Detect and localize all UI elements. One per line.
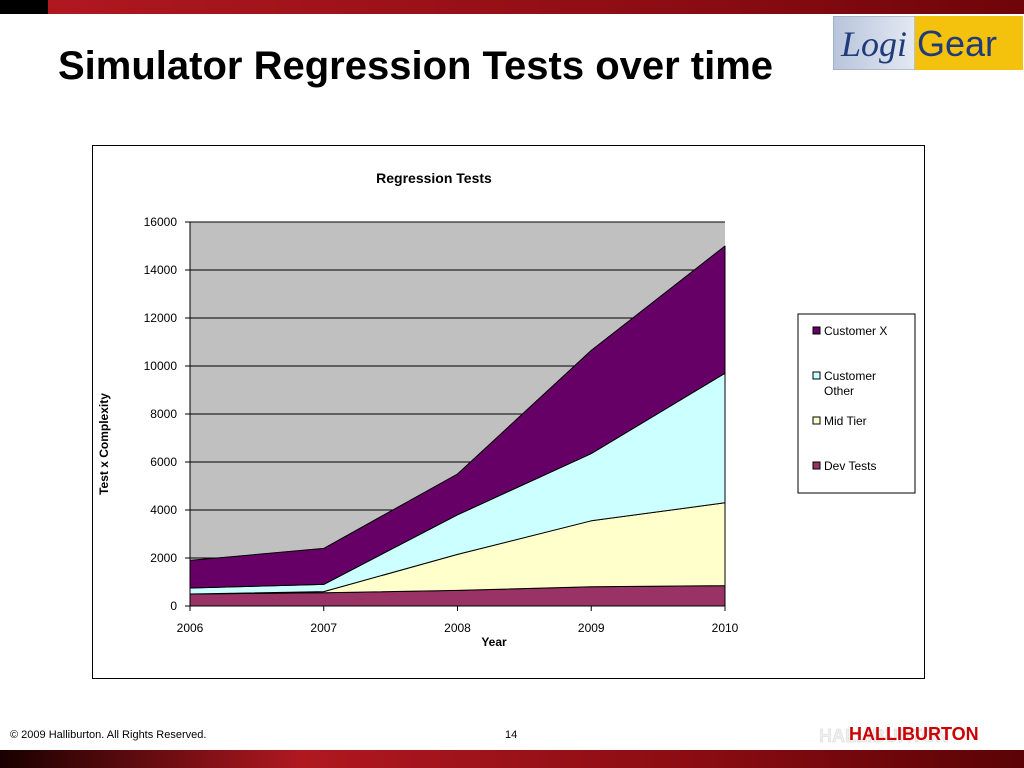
halliburton-logo-text: HALLIBURTON <box>849 724 979 744</box>
legend-swatch-customer-other <box>812 371 821 380</box>
x-tick-labels: 2006 2007 2008 2009 2010 <box>177 621 739 635</box>
regression-chart: Regression Tests 0 2000 4000 6000 8000 10000 1… <box>97 170 916 649</box>
top-accent-band <box>0 0 1024 14</box>
x-tick-label-2006: 2006 <box>177 621 204 635</box>
y-tick-label-12000: 12000 <box>144 311 178 325</box>
legend-label-mid-tier: Mid Tier <box>824 414 867 428</box>
y-tick-label-0: 0 <box>170 599 177 613</box>
y-tick-label-2000: 2000 <box>150 551 177 565</box>
footer-copyright: © 2009 Halliburton. All Rights Reserved. <box>10 729 207 741</box>
slide-title: Simulator Regression Tests over time <box>58 44 774 88</box>
logigear-logo-part1: Logi <box>840 24 907 64</box>
y-tick-label-8000: 8000 <box>150 407 177 421</box>
legend-swatch-dev-tests <box>812 461 821 470</box>
axes <box>185 221 726 611</box>
svg-text:HALLIBURTON: HALLIBURTON <box>819 726 949 746</box>
area-customer-x <box>189 245 726 589</box>
legend-label-customer-x: Customer X <box>824 324 887 338</box>
x-axis-title: Year <box>481 635 507 649</box>
y-tick-labels: 0 2000 4000 6000 8000 10000 12000 14000 16000 <box>144 215 178 613</box>
chart-title: Regression Tests <box>376 170 492 186</box>
chart-frame: Regression Tests 0 2000 4000 6000 8000 10000 1… <box>92 145 925 679</box>
y-tick-label-4000: 4000 <box>150 503 177 517</box>
x-tick-label-2010: 2010 <box>712 621 739 635</box>
legend-swatch-customer-x <box>812 326 821 335</box>
legend: Customer X Customer Other Mid Tier Dev Tests <box>797 313 916 494</box>
legend-label-customer-other: Customer Other <box>824 369 876 398</box>
page-number: 14 <box>505 729 518 741</box>
legend-label-dev-tests: Dev Tests <box>824 459 876 473</box>
bottom-accent-band <box>0 750 1024 768</box>
y-tick-label-16000: 16000 <box>144 215 178 229</box>
x-tick-label-2008: 2008 <box>444 621 471 635</box>
y-axis-title: Test x Complexity <box>97 393 111 495</box>
y-tick-label-10000: 10000 <box>144 359 178 373</box>
y-tick-label-14000: 14000 <box>144 263 178 277</box>
legend-swatch-mid-tier <box>812 416 821 425</box>
x-tick-label-2007: 2007 <box>310 621 337 635</box>
x-tick-label-2009: 2009 <box>578 621 605 635</box>
logigear-logo: Logi Gear <box>833 16 1023 70</box>
halliburton-logo: HALLIBURTON HALLIBURTON <box>819 724 979 746</box>
y-tick-label-6000: 6000 <box>150 455 177 469</box>
area-series <box>189 245 726 607</box>
logigear-logo-part2: Gear <box>917 23 997 64</box>
